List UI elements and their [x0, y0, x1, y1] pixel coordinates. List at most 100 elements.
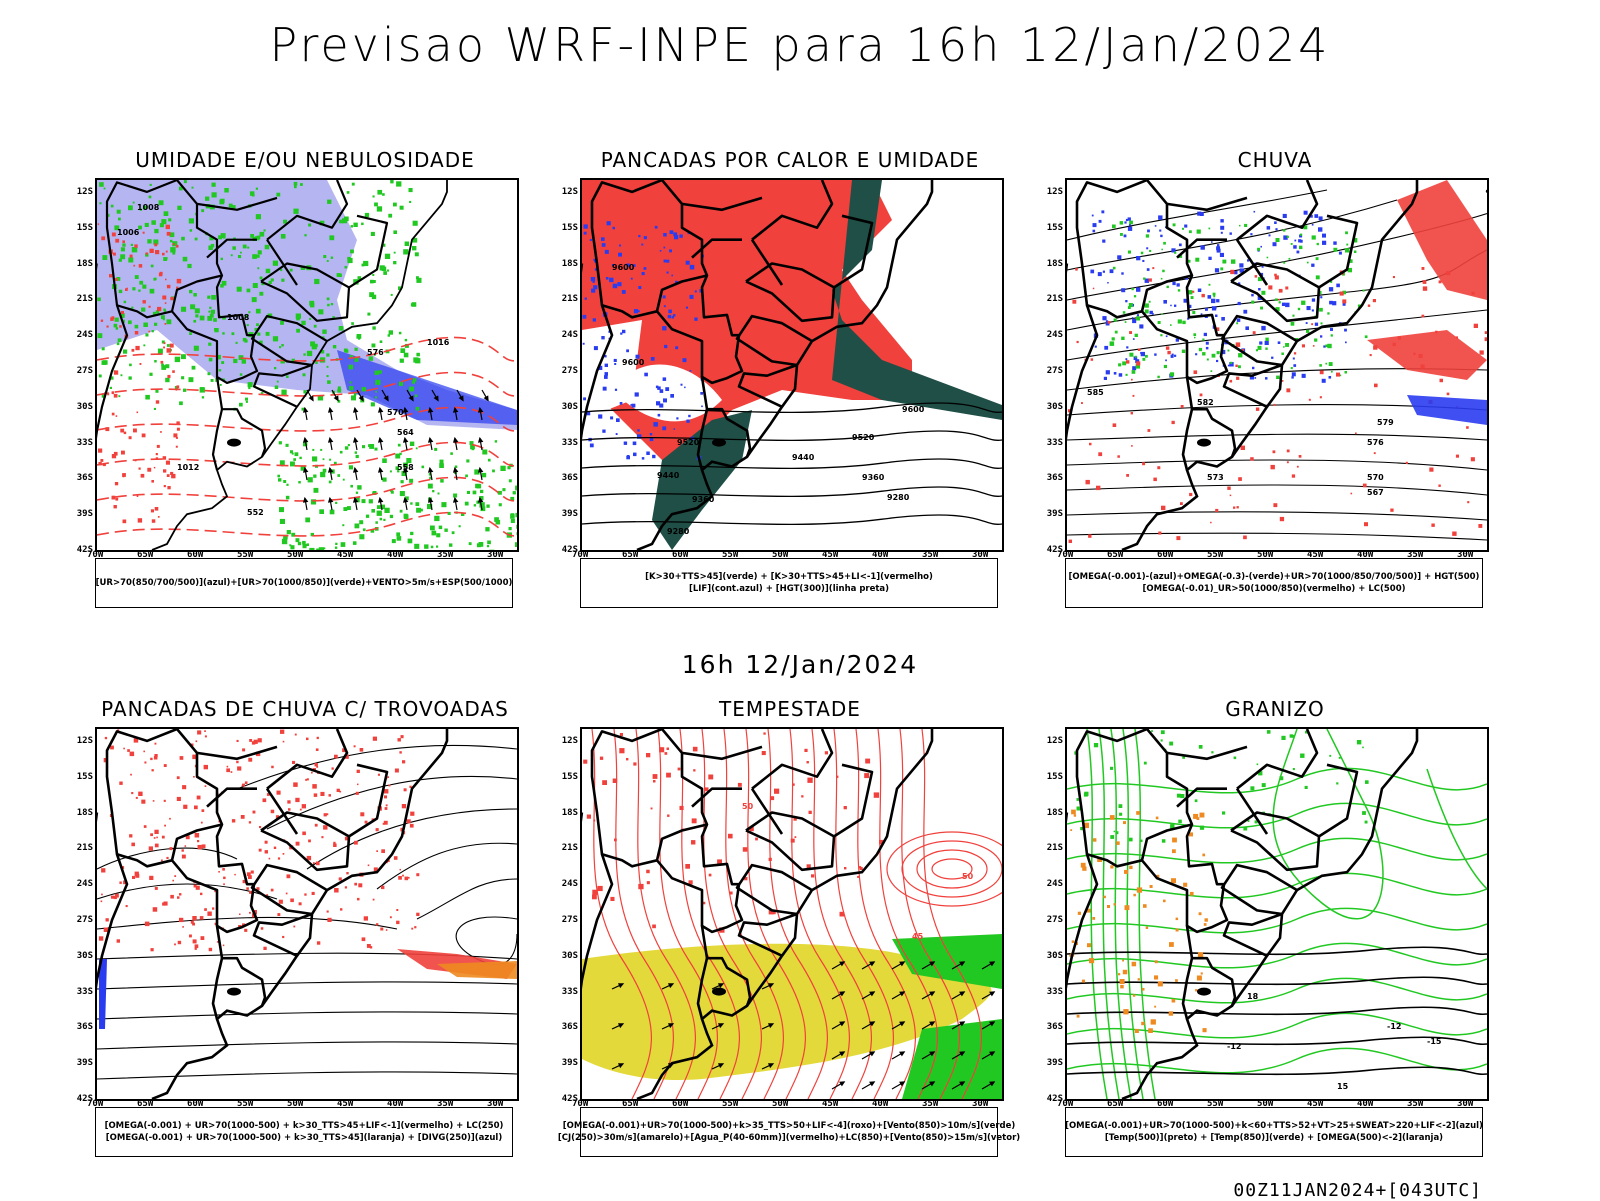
lat-tick-label: 12S: [550, 736, 578, 746]
contour-label: 50: [962, 872, 974, 881]
contour-label: 9280: [667, 527, 690, 536]
lat-tick-label: 27S: [550, 915, 578, 925]
contour-label: 9520: [677, 438, 700, 447]
contour-label: 1008: [227, 313, 250, 322]
border-line: [213, 958, 222, 1019]
lon-tick-label: 55W: [722, 550, 738, 560]
lon-tick-label: 45W: [822, 1099, 838, 1109]
lat-tick-label: 30S: [550, 951, 578, 961]
border-line: [172, 825, 222, 926]
lon-tick-label: 50W: [1257, 550, 1273, 560]
contour-label: 9280: [887, 493, 910, 502]
lat-tick-label: 24S: [65, 330, 93, 340]
lon-tick-label: 55W: [237, 1099, 253, 1109]
lat-tick-label: 27S: [1035, 366, 1063, 376]
lat-tick-label: 18S: [1035, 808, 1063, 818]
lat-tick-label: 39S: [1035, 509, 1063, 519]
contour-label: 582: [1197, 398, 1214, 407]
legend-line: [OMEGA(-0.001)+UR>70(1000-500)+k>35_TTS>…: [563, 1120, 1016, 1132]
legend-line: [UR>70(850/700/500)](azul)+[UR>70(1000/8…: [96, 577, 513, 589]
lon-tick-label: 35W: [1407, 1099, 1423, 1109]
lon-tick-label: 40W: [1357, 550, 1373, 560]
panel-title: PANCADAS DE CHUVA C/ TROVOADAS: [65, 697, 545, 721]
legend-line: [Temp(500)](preto) + [Temp(850)](verde) …: [1105, 1132, 1443, 1144]
contour-label: 579: [1377, 418, 1394, 427]
contour-label: 570: [1367, 473, 1384, 482]
lon-tick-label: 45W: [1307, 550, 1323, 560]
contour-label: 1016: [427, 338, 450, 347]
panel-trovoadas: PANCADAS DE CHUVA C/ TROVOADAS [OMEGA(-0…: [65, 697, 545, 1167]
lake-marker: [1197, 439, 1211, 447]
lon-tick-label: 30W: [972, 1099, 988, 1109]
lon-tick-label: 60W: [187, 1099, 203, 1109]
lon-tick-label: 65W: [622, 550, 638, 560]
legend-line: [CJ(250)>30m/s](amarelo)+[Agua_P(40-60mm…: [558, 1132, 1020, 1144]
humidity-ocean-green: [277, 440, 517, 550]
lon-tick-label: 35W: [922, 1099, 938, 1109]
lon-tick-label: 30W: [1457, 1099, 1473, 1109]
lat-tick-label: 12S: [65, 736, 93, 746]
lat-tick-label: 18S: [550, 259, 578, 269]
border-line: [261, 813, 349, 870]
lon-tick-label: 40W: [387, 1099, 403, 1109]
contour-label: 558: [397, 463, 414, 472]
lat-tick-label: 21S: [1035, 843, 1063, 853]
lon-tick-label: 30W: [487, 1099, 503, 1109]
lat-tick-label: 33S: [65, 987, 93, 997]
lon-tick-label: 60W: [1157, 550, 1173, 560]
contour-label: 576: [1367, 438, 1384, 447]
lat-tick-label: 33S: [1035, 438, 1063, 448]
legend-tempestade: [OMEGA(-0.001)+UR>70(1000-500)+k>35_TTS>…: [580, 1107, 998, 1157]
legend-line: [OMEGA(-0.001)+UR>70(1000-500)+k<60+TTS>…: [1065, 1120, 1483, 1132]
legend-line: [OMEGA(-0.001) + UR>70(1000-500) + k>30_…: [105, 1120, 504, 1132]
border-line: [1237, 240, 1267, 285]
lon-tick-label: 30W: [487, 550, 503, 560]
lon-tick-label: 65W: [622, 1099, 638, 1109]
valid-time-title: 16h 12/Jan/2024: [0, 650, 1600, 679]
contour-label: 15: [1337, 1082, 1349, 1091]
contour-label: 9600: [622, 358, 645, 367]
lat-tick-label: 39S: [550, 509, 578, 519]
legend-line: [OMEGA(-0.001) + UR>70(1000-500) + k>30_…: [106, 1132, 502, 1144]
main-title: Previsao WRF-INPE para 16h 12/Jan/2024: [0, 18, 1600, 72]
legend-umidade: [UR>70(850/700/500)](azul)+[UR>70(1000/8…: [95, 558, 513, 608]
lat-tick-label: 12S: [65, 187, 93, 197]
lon-tick-label: 60W: [672, 550, 688, 560]
lat-tick-label: 15S: [1035, 223, 1063, 233]
lon-tick-label: 35W: [922, 550, 938, 560]
lat-tick-label: 36S: [65, 473, 93, 483]
lon-tick-label: 45W: [337, 1099, 353, 1109]
contour-label: 564: [397, 428, 414, 437]
lat-tick-label: 27S: [1035, 915, 1063, 925]
lake-marker: [1197, 988, 1211, 996]
border-line: [1319, 216, 1357, 288]
lat-tick-label: 24S: [1035, 330, 1063, 340]
contour-label: 1012: [177, 463, 199, 472]
lat-tick-label: 12S: [1035, 736, 1063, 746]
lon-tick-label: 40W: [1357, 1099, 1373, 1109]
contour-label: 9520: [852, 433, 875, 442]
temp850-green-dots: [1074, 730, 1368, 843]
map-trovoadas[interactable]: [95, 727, 519, 1101]
lon-tick-label: 65W: [1107, 1099, 1123, 1109]
lat-tick-label: 24S: [65, 879, 93, 889]
legend-pancadas-calor: [K>30+TTS>45](verde) + [K>30+TTS>45+LI<-…: [580, 558, 998, 608]
border-line: [746, 813, 834, 870]
rain-blue-band: [1407, 395, 1487, 425]
contour-label: 1006: [117, 228, 140, 237]
lon-tick-label: 60W: [187, 550, 203, 560]
lat-tick-label: 39S: [65, 1058, 93, 1068]
lat-tick-label: 15S: [550, 223, 578, 233]
lat-tick-label: 18S: [1035, 259, 1063, 269]
border-line: [1142, 276, 1192, 377]
legend-line: [OMEGA(-0.01)_UR>50(1000/850)(vermelho) …: [1142, 583, 1405, 595]
